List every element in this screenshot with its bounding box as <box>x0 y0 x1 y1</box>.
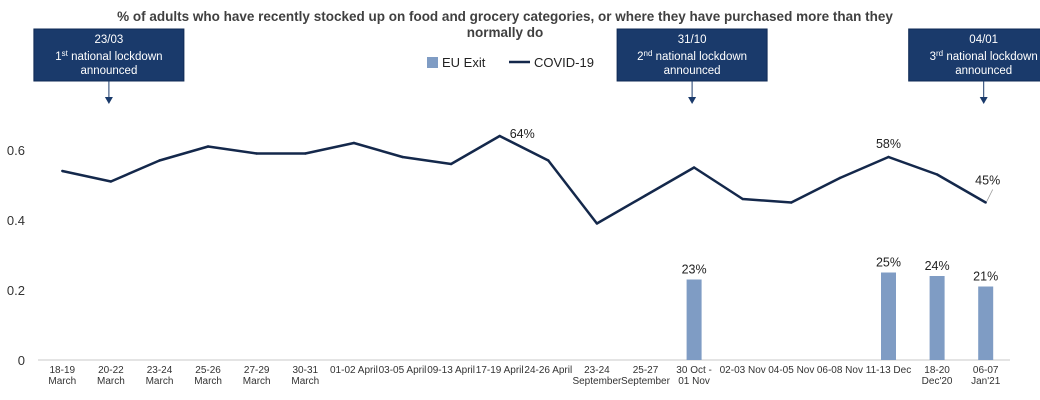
covid-19-point <box>887 155 890 159</box>
covid-19-point <box>935 173 939 176</box>
x-tick-label: 03-05 April <box>379 365 427 376</box>
annotation-text-line-2: announced <box>955 65 1012 77</box>
x-tick-label: 04-05 Nov <box>768 365 814 376</box>
x-tick-label: 27-29 March <box>243 365 271 387</box>
eu-exit-data-label: 23% <box>682 263 707 277</box>
covid-19-point <box>984 201 987 204</box>
annotation-text: 3rd national lockdown <box>930 49 1038 63</box>
chart-title-line-2: normally do <box>467 25 544 40</box>
x-tick-label: 11-13 Dec <box>866 365 911 376</box>
covid-19-point <box>158 159 161 162</box>
legend: EU Exit COVID-19 <box>427 55 594 70</box>
data-labels: 23% 25% 24% 21% 64% 58% 45% <box>510 127 1001 284</box>
annotation-date: 23/03 <box>95 34 124 46</box>
data-label-leader <box>986 189 994 202</box>
x-axis-labels: 18-19 March 20-22 March 23-24 March 25-26 March… <box>48 365 1000 387</box>
annotation-arrow-icon <box>688 97 697 104</box>
eu-exit-bar <box>978 286 994 360</box>
covid-19-point <box>304 152 307 155</box>
chart-title-line-1: % of adults who have recently stocked up… <box>117 9 893 24</box>
covid-19-data-label: 58% <box>876 137 901 151</box>
covid-19-point <box>401 155 404 159</box>
x-tick-label: 06-08 Nov <box>817 365 863 376</box>
x-tick-label: 18-20 Dec'20 <box>922 365 953 387</box>
x-tick-label: 02-03 Nov <box>720 365 766 376</box>
covid-19-data-label: 64% <box>510 127 535 141</box>
annotation-box <box>616 28 768 82</box>
covid-19-point <box>255 152 258 155</box>
covid-19-point <box>790 201 793 204</box>
legend-label-eu-exit: EU Exit <box>442 55 486 70</box>
covid-19-point <box>692 166 696 169</box>
x-tick-label: 25-27 September <box>621 365 671 387</box>
covid-19-point <box>206 145 210 148</box>
lockdown-annotation: 04/01 3rd national lockdown announced <box>908 28 1040 104</box>
annotation-box <box>33 28 185 82</box>
covid-19-line-series <box>61 134 987 225</box>
covid-19-point <box>741 197 744 201</box>
eu-exit-bars <box>686 272 994 360</box>
y-tick-label: 0 <box>18 353 25 368</box>
covid-19-point <box>61 169 64 173</box>
x-tick-label: 18-19 March <box>48 365 76 387</box>
y-tick-label: 0.4 <box>7 213 25 228</box>
x-tick-label: 01-02 April <box>330 365 378 376</box>
x-tick-label: 06-07 Jan'21 <box>971 365 1001 387</box>
legend-swatch-eu-exit <box>427 57 438 68</box>
annotation-text-line-2: announced <box>80 65 137 77</box>
covid-19-point <box>595 222 599 225</box>
x-tick-label: 30-31 March <box>291 365 319 387</box>
eu-exit-data-label: 25% <box>876 256 901 270</box>
lockdown-annotation: 31/10 2nd national lockdown announced <box>616 28 768 104</box>
eu-exit-bar <box>881 272 896 360</box>
covid-19-data-label: 45% <box>975 174 1000 188</box>
annotation-text: 2nd national lockdown <box>637 49 747 63</box>
y-tick-label: 0.6 <box>7 143 25 158</box>
annotation-text-line-2: announced <box>664 65 721 77</box>
x-tick-label: 23-24 September <box>572 365 622 387</box>
covid-19-line <box>62 134 987 225</box>
y-tick-label: 0.2 <box>7 283 25 298</box>
annotation-date: 31/10 <box>678 34 707 46</box>
y-axis: 0 0.2 0.4 0.6 <box>7 143 25 368</box>
x-tick-label: 09-13 April <box>427 365 475 376</box>
x-tick-label: 17-19 April <box>476 365 524 376</box>
annotation-text: 1st national lockdown <box>55 49 162 63</box>
covid-19-point <box>109 180 113 183</box>
eu-exit-bar <box>929 276 945 360</box>
annotation-box <box>908 28 1040 82</box>
chart-title: % of adults who have recently stocked up… <box>117 9 893 40</box>
covid-19-point <box>352 141 356 145</box>
annotation-arrow-icon <box>104 97 113 104</box>
x-tick-label: 20-22 March <box>97 365 125 387</box>
x-tick-label: 23-24 March <box>146 365 174 387</box>
x-tick-label: 24-26 April <box>524 365 572 376</box>
x-tick-label: 30 Oct -01 Nov <box>676 365 712 387</box>
lockdown-annotation: 23/03 1st national lockdown announced <box>33 28 185 104</box>
covid-19-point <box>547 159 550 162</box>
eu-exit-data-label: 21% <box>973 270 998 284</box>
covid-19-point <box>449 162 453 166</box>
eu-exit-data-label: 24% <box>925 259 950 273</box>
annotation-date: 04/01 <box>969 34 998 46</box>
covid-19-point <box>498 134 501 138</box>
covid-19-point <box>838 176 842 180</box>
x-tick-label: 25-26 March <box>194 365 222 387</box>
legend-label-covid-19: COVID-19 <box>534 55 594 70</box>
eu-exit-bar <box>686 279 702 360</box>
annotation-arrow-icon <box>979 97 988 104</box>
covid-19-point <box>644 194 647 197</box>
